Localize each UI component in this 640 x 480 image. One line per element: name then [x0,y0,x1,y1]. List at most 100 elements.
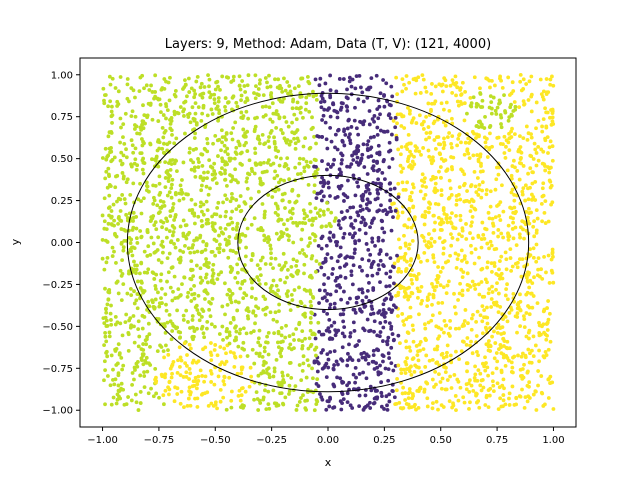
scatter-point [422,222,427,227]
scatter-point [377,208,381,213]
scatter-point [119,298,124,303]
scatter-point [328,88,333,93]
scatter-point [395,377,399,381]
scatter-point [266,331,271,335]
scatter-point [443,387,448,392]
scatter-point [430,281,434,286]
scatter-point [323,81,328,86]
scatter-point [445,220,450,225]
scatter-point [381,308,386,312]
scatter-point [541,181,546,186]
scatter-point [253,146,257,151]
scatter-point [200,278,205,283]
scatter-point [211,404,216,408]
scatter-point [429,158,433,163]
scatter-point [263,388,267,393]
scatter-point [326,185,331,190]
scatter-point [157,174,162,179]
scatter-point [409,277,414,282]
scatter-point [536,118,541,123]
scatter-point [239,208,244,213]
scatter-point [361,142,366,147]
scatter-point [457,185,462,190]
scatter-point [437,236,442,240]
scatter-point [167,392,171,397]
scatter-point [339,210,344,215]
scatter-point [142,315,147,319]
scatter-point [487,125,492,130]
scatter-point [409,225,414,230]
scatter-point [189,197,194,202]
scatter-point [114,174,118,179]
scatter-point [325,167,329,172]
scatter-point [251,329,256,334]
scatter-point [381,302,386,307]
scatter-point [328,350,333,354]
scatter-point [236,344,241,349]
scatter-point [149,235,154,240]
scatter-point [430,313,435,318]
scatter-point [138,390,143,394]
scatter-point [298,110,303,115]
scatter-point [130,109,135,114]
scatter-point [301,354,306,359]
scatter-point [265,80,269,85]
scatter-point [426,210,431,215]
scatter-point [279,333,284,338]
scatter-point [287,392,291,396]
scatter-point [334,243,339,248]
scatter-point [473,282,478,287]
scatter-point [407,206,412,211]
scatter-point [148,253,153,257]
scatter-point [155,203,160,208]
scatter-point [231,126,236,130]
scatter-point [228,350,233,354]
scatter-point [499,231,504,236]
scatter-point [213,133,218,138]
scatter-point [200,111,205,116]
scatter-point [247,158,252,163]
scatter-point [339,407,344,412]
scatter-point [434,361,439,365]
scatter-point [343,275,348,280]
scatter-point [458,197,463,202]
scatter-point [192,283,197,288]
scatter-point [328,230,333,235]
scatter-point [449,116,454,121]
scatter-point [118,197,123,202]
scatter-point [338,226,343,231]
scatter-point [392,186,397,191]
scatter-point [150,117,155,122]
scatter-point [493,215,498,220]
scatter-point [288,308,293,313]
scatter-point [357,238,361,243]
scatter-point [268,117,273,122]
scatter-point [462,101,467,106]
scatter-point [386,113,391,118]
scatter-point [365,403,370,408]
scatter-point [343,132,348,137]
scatter-point [457,232,462,237]
scatter-point [410,182,415,187]
scatter-point [262,212,267,217]
scatter-point [109,303,113,308]
scatter-point [412,154,416,159]
scatter-point [215,205,220,210]
scatter-point [436,265,441,269]
scatter-point [221,200,226,205]
scatter-point [405,356,409,361]
scatter-point [195,386,199,391]
scatter-point [301,144,306,149]
scatter-point [233,275,238,280]
scatter-point [136,327,141,332]
scatter-point [326,365,331,370]
scatter-point [445,343,450,348]
scatter-point [534,259,539,264]
scatter-point [235,104,240,109]
scatter-point [198,204,203,209]
scatter-point [153,90,158,94]
scatter-point [381,264,386,269]
scatter-point [378,258,383,263]
scatter-point [345,400,350,405]
scatter-point [325,311,330,316]
